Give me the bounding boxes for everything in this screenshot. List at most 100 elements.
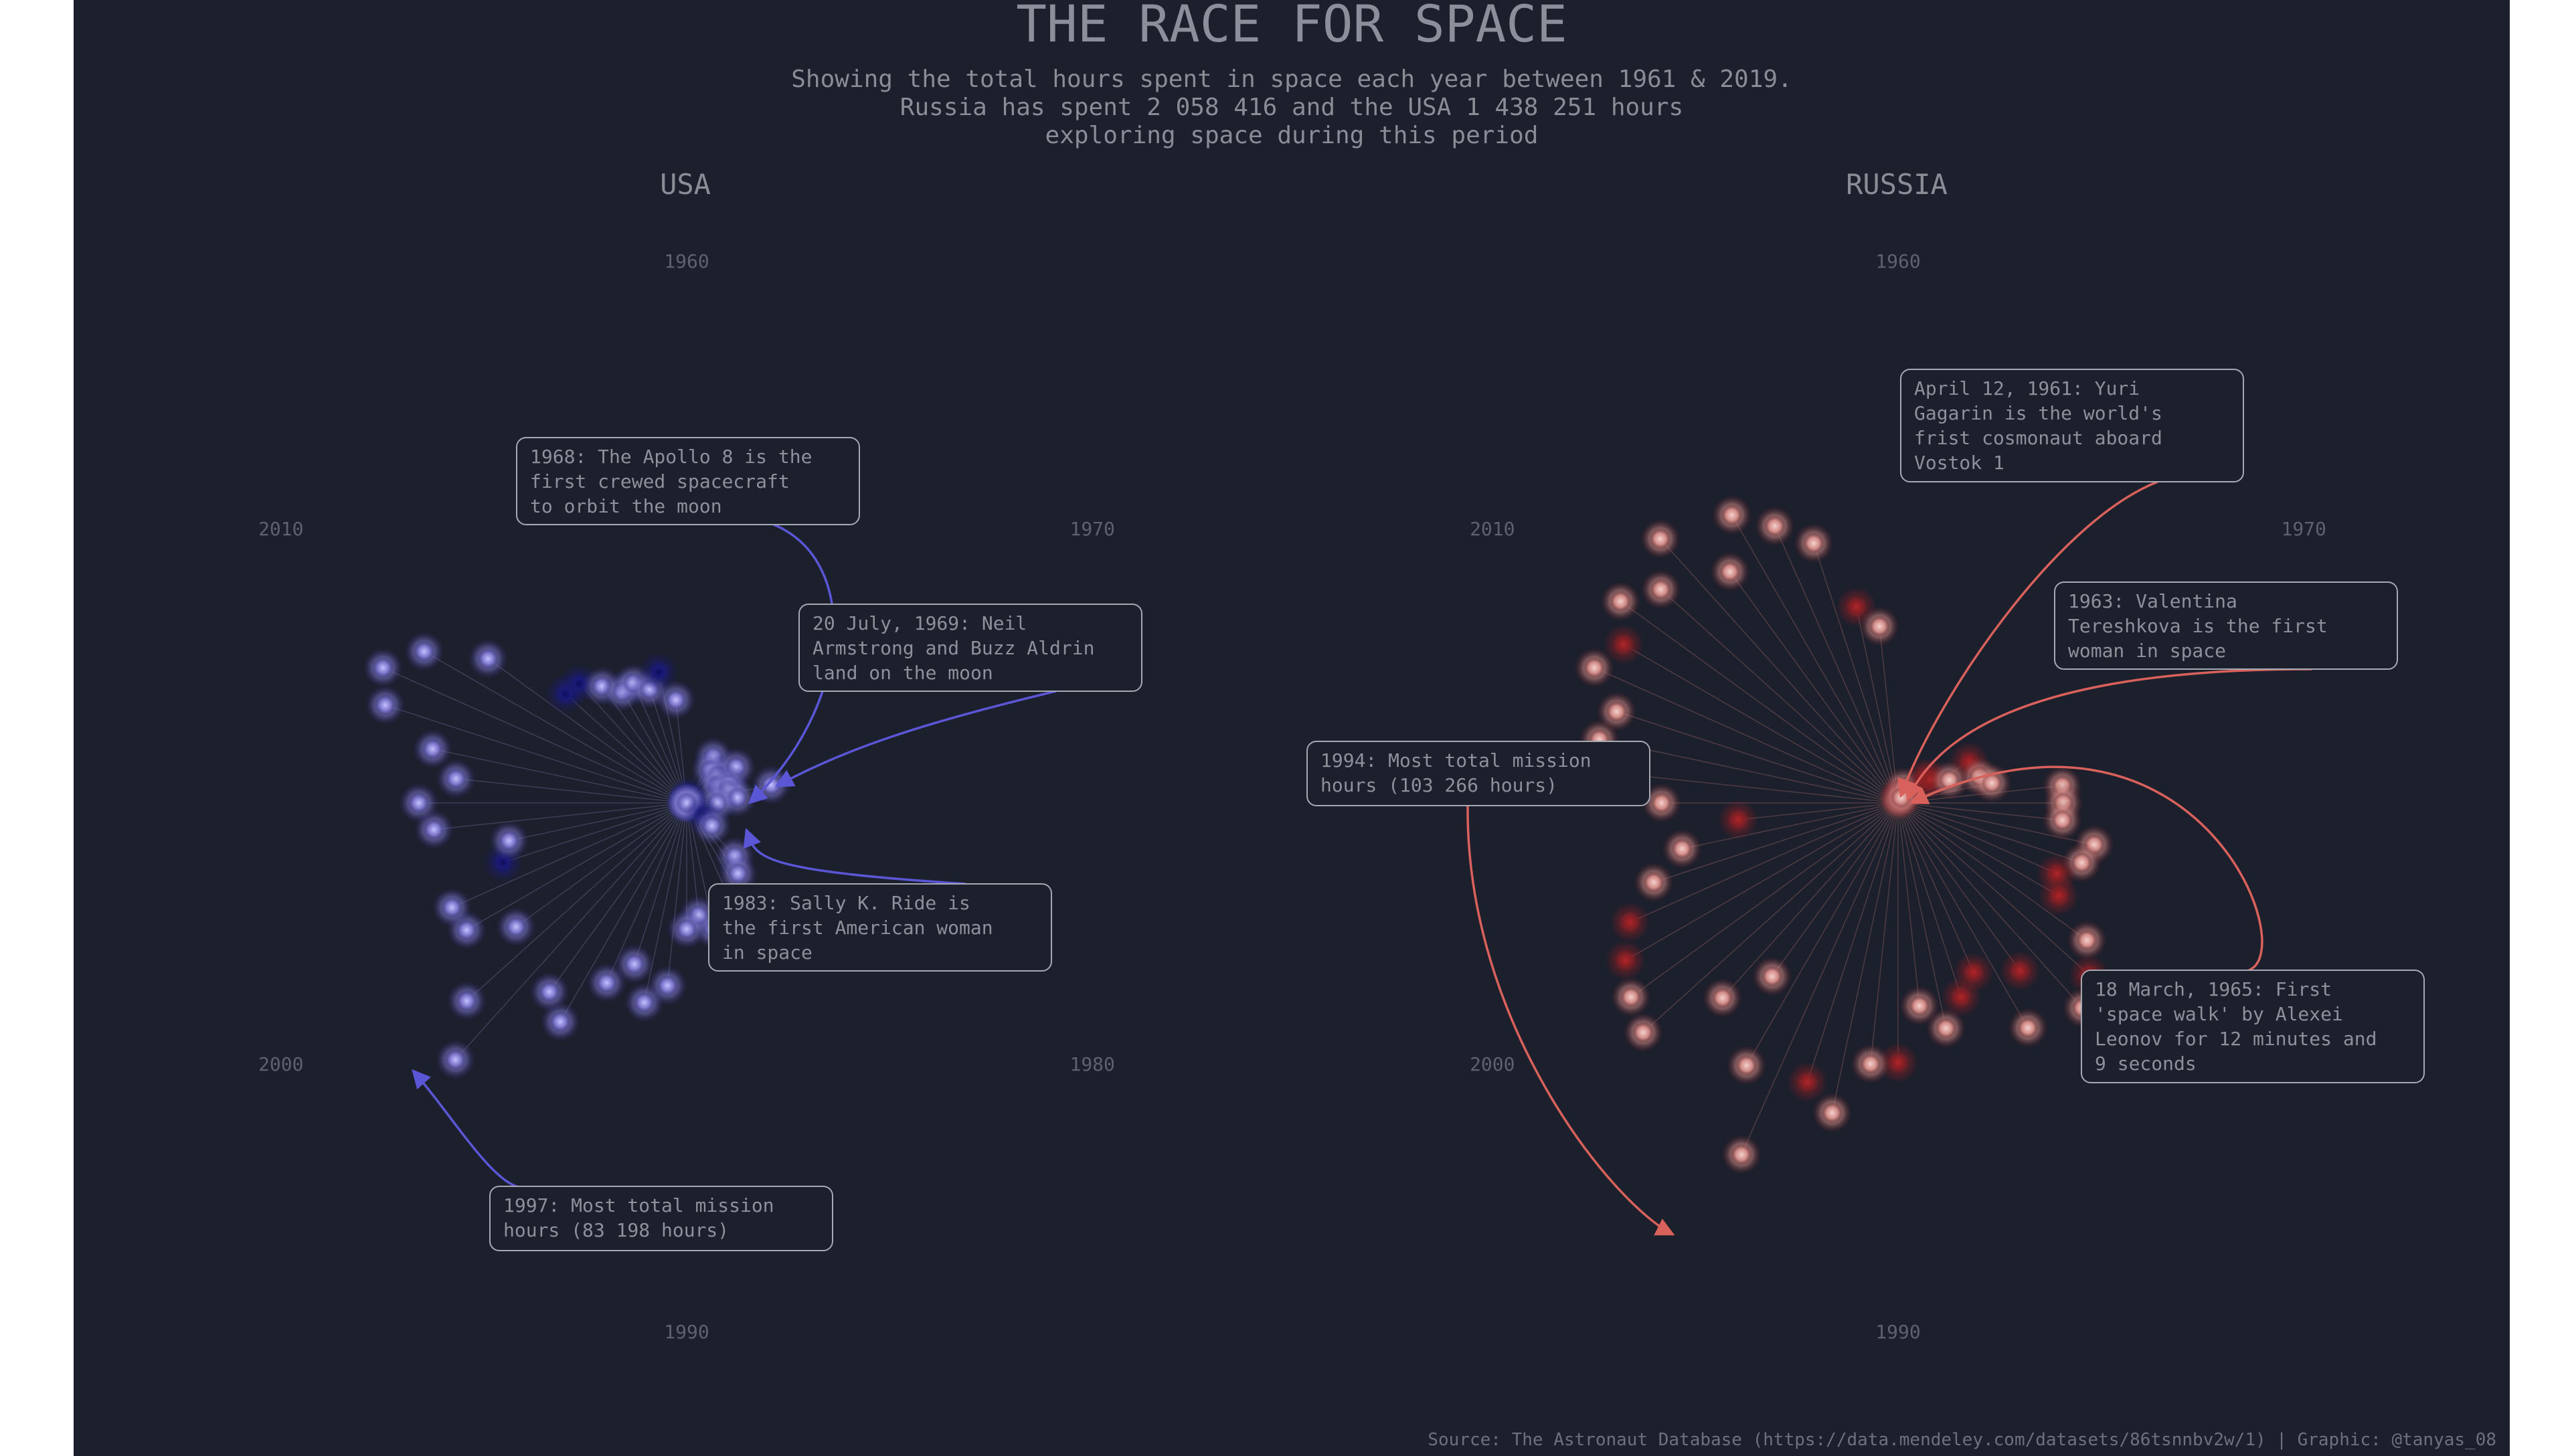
usa-annotation-box bbox=[708, 883, 1052, 972]
usa-tick-label: 2000 bbox=[258, 1053, 303, 1075]
usa-annotation-box bbox=[489, 1186, 833, 1251]
russia-spoke-1980 bbox=[1897, 802, 2059, 897]
russia-point-1973 bbox=[1981, 772, 2003, 794]
russia-tick-label: 1990 bbox=[1875, 1321, 1920, 1343]
usa-spoke-1993 bbox=[634, 802, 687, 965]
russia-point-1980 bbox=[2048, 885, 2070, 907]
usa-annotation-text: first crewed spacecraft bbox=[530, 470, 790, 492]
russia-point-2005 bbox=[1650, 792, 1673, 814]
russia-annotation-text: Vostok 1 bbox=[1914, 452, 2004, 474]
russia-tick-label: 2000 bbox=[1470, 1053, 1515, 1075]
russia-annotation-text: 18 March, 1965: First bbox=[2095, 978, 2332, 1000]
russia-spoke-2002 bbox=[1653, 802, 1899, 883]
facet-label-russia: RUSSIA bbox=[1846, 168, 1948, 201]
russia-point-1976 bbox=[2051, 809, 2073, 831]
usa-point-2006 bbox=[445, 767, 467, 790]
usa-spoke-2001 bbox=[451, 802, 687, 908]
russia-spoke-1996 bbox=[1772, 802, 1899, 977]
russia-point-1996 bbox=[1761, 966, 1783, 988]
subtitle-line-1: Showing the total hours spent in space e… bbox=[791, 66, 1792, 93]
russia-spoke-2013 bbox=[1660, 538, 1899, 804]
usa-point-2007 bbox=[422, 738, 444, 760]
usa-spoke-1998 bbox=[466, 802, 687, 1002]
usa-spoke-1997 bbox=[454, 802, 687, 1061]
russia-point-2019 bbox=[1869, 616, 1891, 637]
russia-spoke-1997 bbox=[1722, 802, 1899, 998]
russia-annotation-arrow bbox=[1906, 668, 2312, 802]
usa-spoke-2009 bbox=[382, 667, 687, 804]
russia-point-1990 bbox=[1887, 1052, 1909, 1074]
usa-annotation-arrow bbox=[743, 828, 966, 885]
russia-point-1986 bbox=[1962, 962, 1984, 984]
usa-point-1992 bbox=[633, 992, 655, 1014]
usa-annotation-text: the first American woman bbox=[722, 917, 993, 939]
russia-point-1992 bbox=[1821, 1102, 1843, 1124]
russia-spoke-1981 bbox=[1897, 802, 2087, 941]
usa-annotation-text: to orbit the moon bbox=[530, 495, 722, 517]
usa-point-1998 bbox=[456, 990, 478, 1012]
russia-spoke-1994 bbox=[1741, 802, 1899, 1155]
russia-point-2013 bbox=[1649, 528, 1671, 550]
race-for-space-chart: THE RACE FOR SPACE Showing the total hou… bbox=[258, 0, 2496, 1450]
russia-spoke-1976 bbox=[1897, 802, 2063, 821]
usa-tick-label: 1980 bbox=[1069, 1053, 1114, 1075]
chart-title: THE RACE FOR SPACE bbox=[1016, 0, 1567, 54]
russia-point-1998 bbox=[1632, 1022, 1654, 1043]
russia-spoke-2010 bbox=[1623, 644, 1899, 804]
russia-spoke-2004 bbox=[1738, 802, 1899, 820]
russia-tick-label: 1970 bbox=[2281, 518, 2326, 540]
russia-point-1994 bbox=[1731, 1144, 1752, 1166]
usa-spoke-2000 bbox=[466, 802, 687, 931]
russia-spoke-1995 bbox=[1745, 802, 1899, 1066]
russia-annotation-text: 1994: Most total mission bbox=[1320, 749, 1592, 771]
russia-annotation-arrow bbox=[1466, 805, 1675, 1236]
russia-spoke-1993 bbox=[1806, 802, 1899, 1083]
russia-spoke-2018 bbox=[1855, 606, 1899, 804]
russia-point-2018 bbox=[1845, 596, 1867, 618]
usa-point-2009 bbox=[372, 657, 394, 678]
russia-point-2009 bbox=[1583, 657, 1606, 678]
usa-point-1990 bbox=[676, 918, 697, 940]
russia-annotation-box bbox=[1306, 741, 1650, 806]
russia-tick-label: 2010 bbox=[1470, 518, 1515, 540]
russia-annotation-text: 1963: Valentina bbox=[2068, 590, 2237, 612]
usa-point-2008 bbox=[374, 694, 396, 716]
usa-spoke-2010 bbox=[424, 650, 687, 804]
russia-point-2004 bbox=[1727, 809, 1749, 831]
russia-spoke-2017 bbox=[1813, 543, 1899, 804]
usa-point-2005 bbox=[408, 792, 430, 814]
russia-annotation-text: 'space walk' by Alexei bbox=[2095, 1003, 2343, 1025]
russia-tick-label: 1960 bbox=[1875, 250, 1920, 272]
russia-annotation-box bbox=[1900, 369, 2244, 482]
usa-annotation-arrow bbox=[412, 1069, 517, 1188]
usa-point-2019 bbox=[665, 689, 687, 711]
russia-point-2001 bbox=[1619, 911, 1641, 933]
usa-tick-label: 2010 bbox=[258, 518, 303, 540]
russia-point-2012 bbox=[1650, 578, 1672, 600]
russia-spoke-2006 bbox=[1616, 772, 1899, 804]
russia-spoke-1988 bbox=[1897, 802, 1947, 1028]
russia-spoke-2009 bbox=[1594, 667, 1899, 804]
usa-point-1982 bbox=[701, 814, 723, 836]
russia-spoke-2011 bbox=[1620, 601, 1899, 804]
russia-point-2016 bbox=[1764, 515, 1786, 537]
russia-spoke-1991 bbox=[1870, 802, 1899, 1065]
russia-point-2000 bbox=[1614, 949, 1636, 972]
russia-spoke-1984 bbox=[1897, 802, 2021, 972]
russia-point-1978 bbox=[2071, 852, 2093, 874]
usa-point-1984 bbox=[727, 862, 749, 885]
russia-point-2010 bbox=[1612, 634, 1634, 656]
usa-point-1991 bbox=[657, 974, 679, 996]
usa-annotation-text: 20 July, 1969: Neil bbox=[812, 612, 1027, 634]
usa-point-1994 bbox=[596, 972, 618, 994]
usa-annotation-text: 1997: Most total mission bbox=[503, 1194, 774, 1216]
usa-annotation-arrow bbox=[774, 690, 1057, 788]
russia-annotation-text: April 12, 1961: Yuri bbox=[1914, 377, 2140, 399]
usa-tick-label: 1970 bbox=[1069, 518, 1114, 540]
russia-spoke-1986 bbox=[1897, 802, 1974, 973]
usa-point-2004 bbox=[423, 818, 445, 840]
usa-spoke-2012 bbox=[565, 693, 687, 804]
usa-annotation-text: 1968: The Apollo 8 is the bbox=[530, 446, 812, 468]
russia-point-1988 bbox=[1935, 1017, 1957, 1039]
russia-point-1999 bbox=[1620, 986, 1642, 1008]
